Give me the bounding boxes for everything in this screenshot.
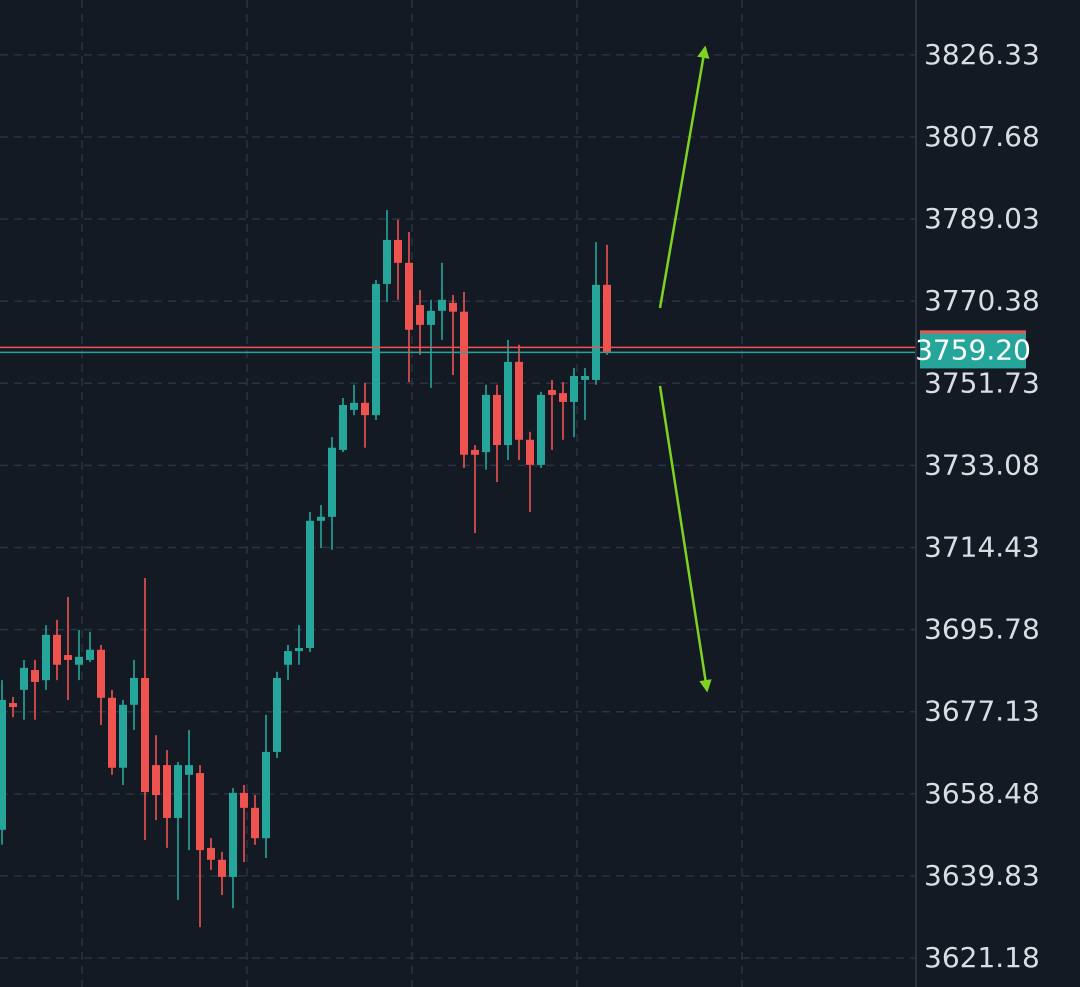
candle-body (0, 699, 6, 830)
candle-body (207, 847, 215, 860)
candle-body (482, 394, 490, 453)
candle-body (361, 402, 369, 416)
candle-body (306, 520, 314, 649)
candle-body (405, 262, 413, 330)
candle-body (284, 651, 292, 665)
candle-body (372, 283, 380, 416)
candle-body (460, 311, 468, 455)
arrow-down (658, 385, 712, 693)
candle-body (141, 677, 149, 792)
candle-body (119, 704, 127, 768)
candle-body (9, 703, 17, 708)
candle-body (515, 361, 523, 440)
candle-body (570, 375, 578, 402)
candle-body (438, 299, 446, 311)
candle-body (163, 765, 171, 818)
candle-body (240, 792, 248, 808)
candle-body (328, 447, 336, 517)
candle-body (273, 677, 281, 752)
price-label-bg (920, 330, 1026, 369)
candle-body (537, 394, 545, 465)
candle-body (427, 310, 435, 325)
candle-body (262, 751, 270, 839)
y-tick-label: 3639.83 (924, 859, 1040, 892)
candle-body (592, 284, 600, 380)
y-tick-label: 3733.08 (924, 448, 1040, 481)
price-label-edge (920, 330, 1026, 334)
candle-body (108, 697, 116, 768)
candle-body (504, 361, 512, 446)
price-axis: 3826.33 3807.68 3789.03 3770.38 3751.73 3733.… (915, 38, 1040, 974)
arrow-up (658, 45, 710, 309)
candle-body (339, 405, 347, 450)
candle-body (196, 773, 204, 851)
y-tick-label: 3695.78 (924, 613, 1040, 646)
candle-body (130, 677, 138, 705)
candle-body (394, 239, 402, 263)
candles (0, 209, 916, 928)
candle-body (603, 284, 611, 352)
candle-body (218, 859, 226, 877)
candle-body (42, 634, 50, 681)
candle-body (295, 648, 303, 652)
y-tick-label: 3807.68 (924, 120, 1040, 153)
grid (0, 0, 916, 987)
candle-body (317, 516, 325, 521)
candle-body (64, 655, 72, 660)
candle-body (548, 390, 556, 395)
candle-body (229, 792, 237, 877)
candle-body (471, 449, 479, 455)
candle-body (174, 765, 182, 818)
candle-body (152, 765, 160, 796)
candle-body (97, 649, 105, 698)
y-tick-label: 3751.73 (924, 366, 1040, 399)
y-tick-label: 3714.43 (924, 531, 1040, 564)
candle-body (383, 239, 391, 284)
y-tick-label: 3658.48 (924, 777, 1040, 810)
y-tick-label: 3677.13 (924, 695, 1040, 728)
candle-body (31, 670, 39, 682)
y-tick-label: 3770.38 (924, 284, 1040, 317)
current-price-label: 3759.20 (915, 333, 1031, 366)
candle-body (53, 634, 61, 665)
candle-body (493, 394, 501, 446)
candle-body (251, 807, 259, 839)
candle-body (559, 393, 567, 402)
candle-body (20, 667, 28, 690)
candle-body (86, 649, 94, 660)
y-tick-label: 3826.33 (924, 38, 1040, 71)
y-tick-label: 3789.03 (924, 202, 1040, 235)
candle-body (526, 439, 534, 465)
y-tick-label: 3621.18 (924, 941, 1040, 974)
candle-body (416, 305, 424, 325)
candle-body (75, 656, 83, 665)
candle-body (350, 402, 358, 410)
candle-body (449, 302, 457, 312)
candle-body (581, 375, 589, 380)
candle-body (185, 765, 193, 775)
